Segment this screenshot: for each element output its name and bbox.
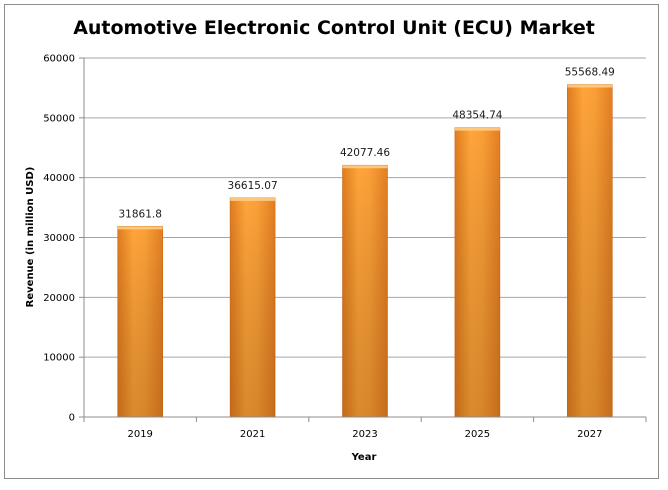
data-label: 48354.74 [452,110,502,122]
axes [79,57,647,422]
data-label: 42077.46 [340,147,390,159]
x-tick-label: 2019 [127,429,152,440]
bar-shade [230,197,276,417]
y-tick-label: 10000 [43,353,75,364]
bar-top-cap [454,127,500,131]
chart-title: Automotive Electronic Control Unit (ECU)… [73,17,595,39]
bar-top-cap [117,226,163,230]
chart-frame [4,4,659,479]
bar-top-cap [567,84,613,88]
y-tick-label: 50000 [43,113,75,124]
x-axis-tick-labels: 2019 2021 2023 2025 2027 [127,429,602,440]
bar-shade [454,127,500,417]
x-tick-label: 2023 [352,429,377,440]
y-tick-label: 20000 [43,293,75,304]
bar-2025 [454,127,501,418]
y-tick-label: 40000 [43,173,75,184]
x-tick-label: 2021 [240,429,265,440]
bar-2019 [117,226,163,418]
y-tick-label: 60000 [43,54,75,65]
bar-shade [567,84,613,417]
bars [117,84,613,418]
data-labels: 31861.8 36615.07 42077.46 48354.74 55568.49 [118,67,614,221]
bar-top-cap [342,165,388,169]
y-tick-label: 0 [69,413,75,424]
x-tick-label: 2027 [577,429,602,440]
y-tick-label: 30000 [43,233,75,244]
data-label: 55568.49 [565,67,615,79]
x-axis-title: Year [351,452,377,463]
x-tick-label: 2025 [465,429,490,440]
data-label: 31861.8 [118,208,161,220]
bar-shade [342,165,388,417]
bar-top-cap [230,197,276,201]
bar-2023 [342,164,388,418]
y-axis-tick-labels: 0 10000 20000 30000 40000 50000 60000 [43,54,75,424]
bar-shade [117,226,163,417]
data-label: 36615.07 [228,180,278,192]
bar-2027 [567,84,613,418]
bar-2021 [229,197,276,418]
gridlines [84,57,646,358]
y-axis-title: Revenue (in million USD) [25,167,36,308]
